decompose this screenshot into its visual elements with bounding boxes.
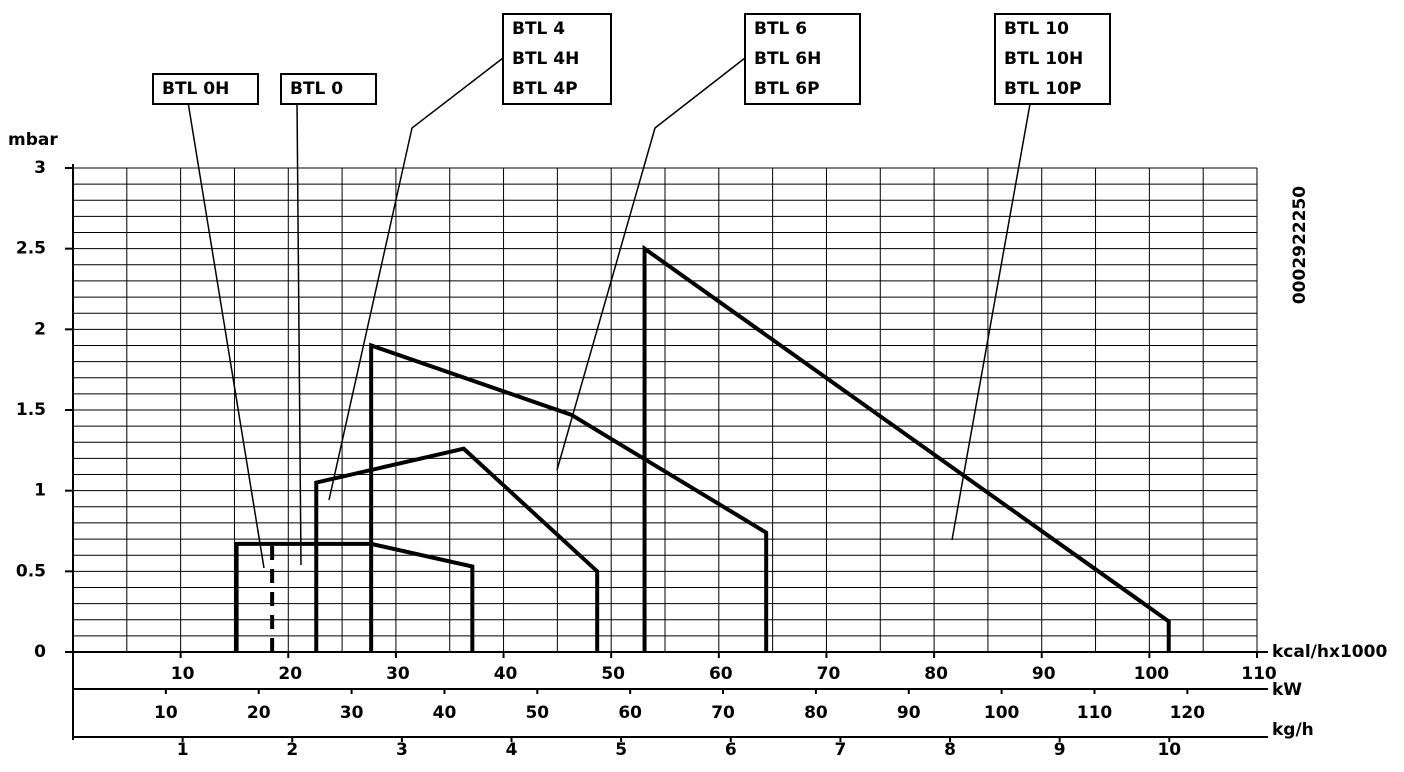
leader-line (951, 103, 1031, 541)
secondary-tick-label: 7 (834, 740, 846, 760)
secondary-axis-label: kg/h (1272, 720, 1314, 740)
label-box (744, 13, 861, 105)
drawing-code: 0002922250 (1290, 186, 1310, 304)
leader-line (187, 101, 265, 569)
label-text: BTL 4P (512, 79, 578, 99)
label-box (994, 13, 1111, 105)
label-text: BTL 6P (754, 79, 820, 99)
label-text: BTL 0 (290, 79, 343, 99)
x-tick-label: 20 (278, 664, 302, 684)
x-tick-label: 90 (1032, 664, 1056, 684)
secondary-tick-label: 2 (286, 740, 298, 760)
y-tick-label: 0 (34, 642, 46, 662)
label-text: BTL 6 (754, 19, 807, 39)
secondary-tick-label: 40 (433, 703, 457, 723)
y-tick-label: 1 (34, 481, 46, 501)
leader-line (556, 57, 746, 471)
x-tick-label: 70 (817, 664, 841, 684)
y-axis-label: mbar (8, 130, 58, 150)
label-text: BTL 10 (1004, 19, 1069, 39)
secondary-tick-label: 5 (615, 740, 627, 760)
label-text: BTL 10P (1004, 79, 1081, 99)
x-tick-label: 110 (1241, 664, 1277, 684)
x-tick-label: 100 (1134, 664, 1170, 684)
secondary-tick-label: 80 (804, 703, 828, 723)
secondary-tick-label: 1 (177, 740, 189, 760)
label-text: BTL 4 (512, 19, 565, 39)
secondary-tick-label: 9 (1054, 740, 1066, 760)
secondary-tick-label: 120 (1170, 703, 1206, 723)
label-text: BTL 6H (754, 49, 821, 69)
label-box (502, 13, 612, 105)
secondary-tick-label: 30 (340, 703, 364, 723)
secondary-tick-label: 100 (984, 703, 1020, 723)
label-text: BTL 4H (512, 49, 579, 69)
working-field (314, 446, 600, 652)
label-box (152, 73, 259, 105)
x-tick-label: 80 (924, 664, 948, 684)
y-tick-label: 2.5 (16, 239, 46, 259)
secondary-tick-label: 20 (247, 703, 271, 723)
secondary-tick-label: 60 (618, 703, 642, 723)
secondary-axis-label: kW (1272, 680, 1302, 700)
label-box (280, 73, 377, 105)
secondary-tick-label: 90 (897, 703, 921, 723)
working-field (369, 342, 769, 652)
x-tick-label: 10 (171, 664, 195, 684)
leader-line (328, 57, 504, 501)
y-tick-label: 0.5 (16, 561, 46, 581)
secondary-tick-label: 70 (711, 703, 735, 723)
secondary-tick-label: 10 (154, 703, 178, 723)
working-field (642, 244, 1171, 652)
secondary-tick-label: 10 (1157, 740, 1181, 760)
label-text: BTL 10H (1004, 49, 1083, 69)
y-tick-label: 2 (34, 319, 46, 339)
x-axis-label: kcal/hx1000 (1272, 642, 1387, 662)
secondary-tick-label: 4 (506, 740, 518, 760)
label-text: BTL 0H (162, 79, 229, 99)
secondary-tick-label: 8 (944, 740, 956, 760)
y-tick-label: 3 (34, 158, 46, 178)
x-tick-label: 60 (709, 664, 733, 684)
secondary-tick-label: 110 (1077, 703, 1113, 723)
x-tick-label: 30 (386, 664, 410, 684)
x-tick-label: 40 (494, 664, 518, 684)
leader-line (296, 101, 302, 566)
secondary-tick-label: 50 (525, 703, 549, 723)
secondary-tick-label: 3 (396, 740, 408, 760)
x-tick-label: 50 (601, 664, 625, 684)
y-tick-label: 1.5 (16, 400, 46, 420)
secondary-tick-label: 6 (725, 740, 737, 760)
